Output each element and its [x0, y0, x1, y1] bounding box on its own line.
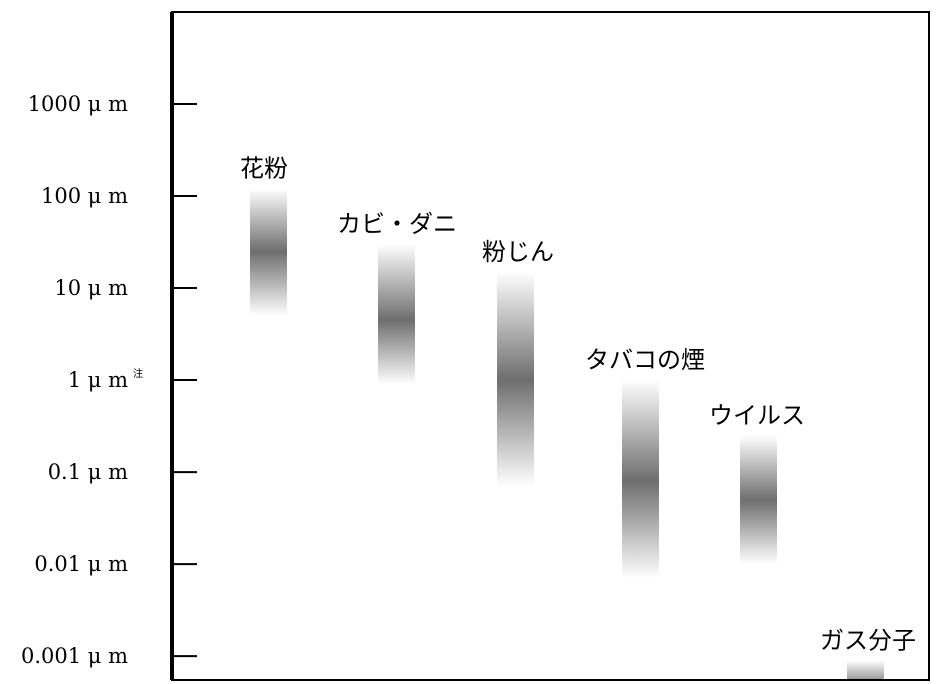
- y-tick-label: 100 μ m: [41, 184, 128, 208]
- size-range-bar: [740, 435, 777, 564]
- y-ticks: 1000 μ m 100 μ m 10 μ m 1 μ m 注 0.1 μ m 0.01 μ…: [21, 92, 197, 668]
- size-range-bar: [847, 660, 884, 684]
- category-label: タバコの煙: [585, 346, 705, 374]
- category-label: ウイルス: [709, 401, 805, 429]
- size-range-bar: [250, 189, 287, 316]
- y-tick-label: 10 μ m: [54, 276, 128, 300]
- category-label: 粉じん: [482, 238, 554, 266]
- size-range-bar: [378, 244, 415, 384]
- plot-frame: [171, 11, 930, 681]
- y-tick-label: 0.001 μ m: [21, 644, 128, 668]
- size-range-bar: [622, 380, 659, 578]
- size-range-bar: [497, 272, 534, 486]
- size-range-bars: [250, 189, 884, 684]
- y-tick-label: 1 μ m: [68, 368, 128, 392]
- category-label: ガス分子: [820, 626, 916, 654]
- category-label: 花粉: [240, 155, 288, 183]
- y-tick-label: 0.1 μ m: [48, 460, 128, 484]
- y-tick-label: 0.01 μ m: [34, 552, 128, 576]
- category-label: カビ・ダニ: [337, 210, 457, 238]
- y-tick-note: 注: [133, 367, 143, 380]
- y-tick-label: 1000 μ m: [28, 92, 128, 116]
